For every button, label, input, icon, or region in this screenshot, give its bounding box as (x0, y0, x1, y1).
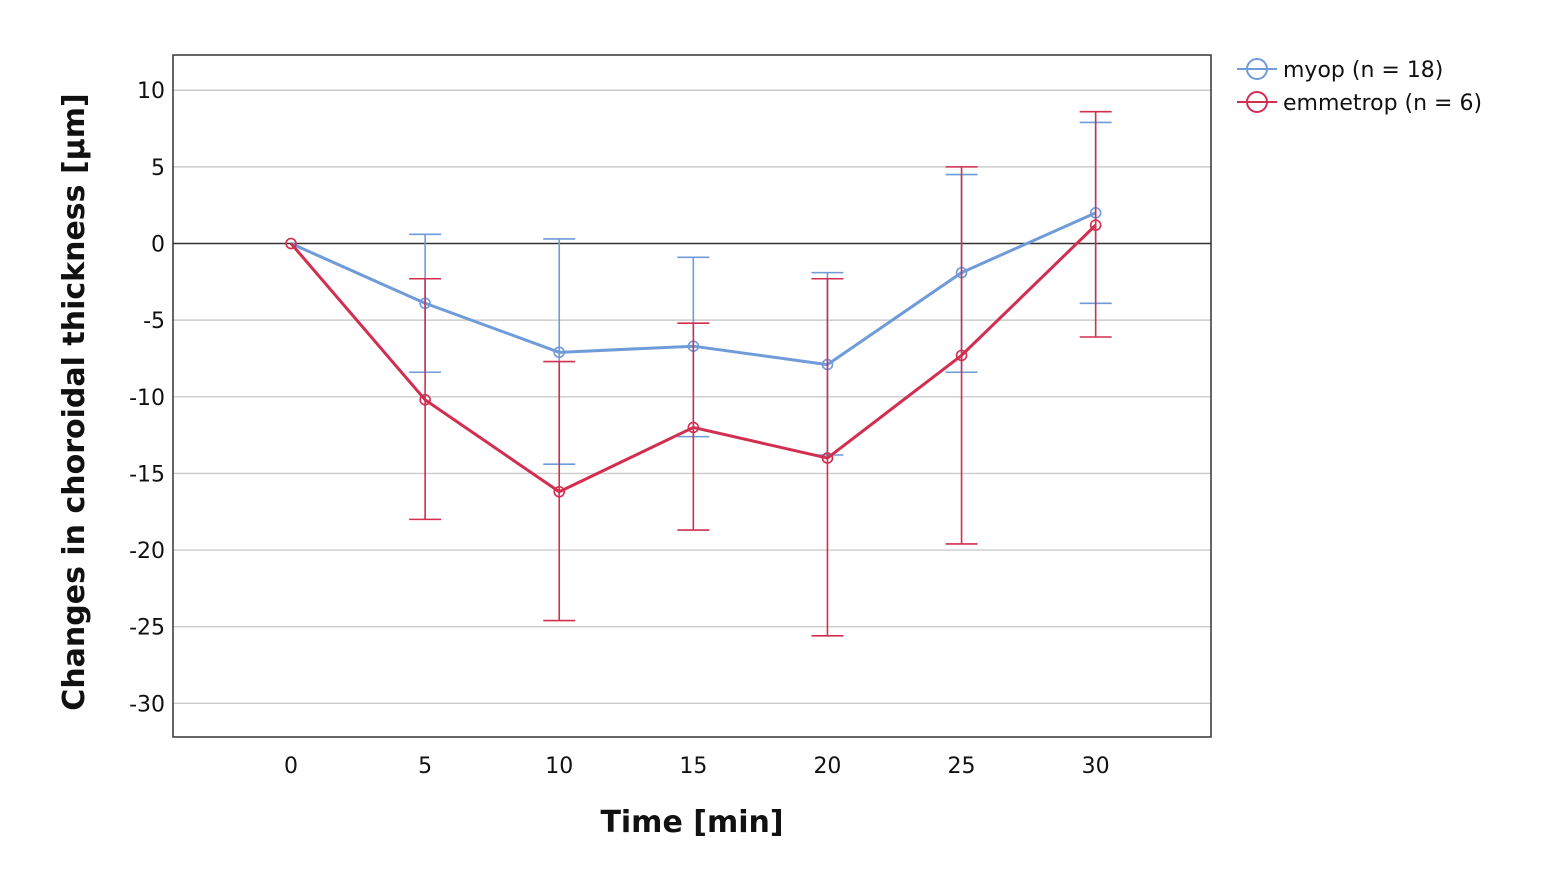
y-tick-label: 10 (137, 79, 165, 104)
legend-label: myop (n = 18) (1283, 58, 1443, 83)
data-point (687, 421, 700, 434)
series-1 (285, 110, 1112, 637)
y-tick-label: -25 (129, 616, 165, 641)
x-tick-label: 5 (418, 754, 432, 779)
x-tick-label: 25 (948, 754, 976, 779)
x-tick-label: 30 (1082, 754, 1110, 779)
y-tick-label: -20 (129, 539, 165, 564)
y-tick-label: -15 (129, 462, 165, 487)
y-tick-labels: 10 5 0 -5 -10 -15 -20 -25 -30 (129, 79, 165, 717)
y-tick-label: -30 (129, 692, 165, 717)
data-point (285, 237, 297, 250)
legend-item: emmetrop (n = 6) (1237, 91, 1482, 116)
legend-marker (1246, 58, 1268, 80)
x-tick-label: 0 (284, 754, 298, 779)
series-0 (285, 121, 1112, 466)
data-point (821, 452, 834, 464)
x-tick-label: 20 (813, 754, 841, 779)
data-point (553, 346, 566, 359)
series-layer (285, 110, 1112, 637)
data-point (955, 349, 968, 362)
grid-lines (173, 89, 1211, 704)
series-line (289, 224, 1097, 494)
legend: myop (n = 18) emmetrop (n = 6) (1237, 58, 1482, 116)
data-point (419, 394, 431, 406)
x-tick-label: 10 (545, 754, 573, 779)
x-tick-labels: 0 5 10 15 20 25 30 (284, 754, 1110, 779)
data-point (553, 485, 566, 498)
legend-marker (1246, 91, 1268, 113)
x-tick-label: 15 (679, 754, 707, 779)
error-bar (1079, 110, 1112, 338)
y-tick-label: 0 (151, 233, 165, 258)
legend-item: myop (n = 18) (1237, 58, 1443, 83)
y-axis-title: Changes in choroidal thickness [µm] (57, 93, 92, 710)
x-axis-title: Time [min] (600, 805, 783, 840)
y-tick-label: -5 (143, 309, 165, 334)
y-tick-label: -10 (129, 386, 165, 411)
plot-frame (172, 54, 1212, 738)
y-tick-label: 5 (151, 156, 165, 181)
legend-label: emmetrop (n = 6) (1283, 91, 1482, 116)
data-point (1089, 219, 1102, 231)
